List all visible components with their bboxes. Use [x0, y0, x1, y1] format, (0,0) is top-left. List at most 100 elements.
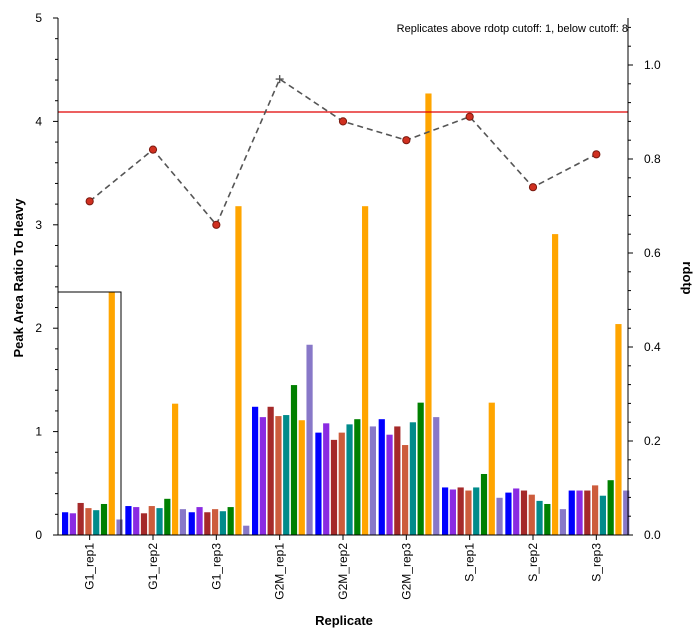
bar: [559, 509, 566, 535]
bar: [219, 511, 226, 535]
bar: [394, 426, 401, 535]
bar: [465, 490, 472, 535]
bar: [204, 512, 211, 535]
bar: [505, 492, 512, 535]
x-tick-label: G2M_rep1: [273, 543, 287, 600]
rdotp-point: [148, 145, 158, 154]
rdotp-point: [402, 136, 411, 145]
bar: [607, 480, 614, 535]
bar: [513, 488, 520, 535]
bar: [480, 473, 488, 535]
bar: [227, 507, 234, 535]
bar: [568, 490, 575, 535]
bar: [125, 506, 132, 535]
bar: [108, 292, 115, 535]
bar: [330, 439, 338, 535]
bar: [323, 423, 330, 535]
bar: [520, 490, 528, 535]
y2-tick-label: 0.0: [644, 528, 661, 542]
bar: [576, 490, 583, 535]
x-tick-label: S_rep2: [526, 543, 540, 582]
bar: [362, 206, 369, 535]
y2-tick-label: 0.2: [644, 434, 661, 448]
bar: [528, 494, 535, 535]
bar: [188, 512, 195, 535]
y2-tick-label: 1.0: [644, 58, 661, 72]
bar: [179, 509, 186, 535]
bar: [338, 432, 345, 535]
bar: [315, 432, 322, 535]
bar: [133, 507, 140, 535]
rdotp-point: [592, 150, 601, 159]
bar: [409, 422, 416, 535]
x-tick-label: G1_rep1: [83, 543, 97, 590]
bar: [425, 93, 432, 535]
rdotp-point: [85, 197, 94, 206]
bar: [290, 385, 298, 535]
bar: [599, 495, 606, 535]
y2-tick-label: 0.6: [644, 246, 661, 260]
rdotp-point: [275, 75, 284, 84]
bar: [298, 420, 305, 535]
bar: [306, 344, 313, 535]
bar: [552, 234, 559, 536]
bar: [243, 525, 250, 535]
x-tick-label: G1_rep2: [146, 543, 160, 590]
x-tick-label: S_rep3: [589, 543, 603, 582]
bar: [433, 417, 440, 535]
y2-axis-title: rdotp: [680, 261, 695, 294]
x-axis-title: Replicate: [315, 613, 373, 628]
rdotp-series: [85, 75, 601, 229]
bar: [584, 490, 591, 535]
bar: [496, 497, 503, 535]
bar: [449, 489, 456, 535]
bar: [417, 402, 424, 535]
bar: [116, 519, 123, 535]
y-tick-label: 5: [35, 11, 42, 25]
bar: [172, 403, 179, 535]
bar: [62, 512, 69, 535]
y2-tick-label: 0.8: [644, 152, 661, 166]
bar: [386, 434, 393, 535]
bar: [544, 503, 551, 535]
bar: [402, 445, 409, 535]
x-tick-label: G1_rep3: [209, 543, 223, 590]
rdotp-point: [338, 117, 348, 126]
bar: [623, 490, 630, 535]
bar: [457, 487, 464, 535]
bars: [62, 93, 630, 536]
bar: [283, 415, 290, 535]
y-tick-label: 1: [35, 425, 42, 439]
bar: [259, 417, 266, 535]
bar: [488, 402, 495, 535]
y-tick-label: 3: [35, 218, 42, 232]
bar: [536, 500, 543, 535]
bar: [252, 406, 259, 535]
x-tick-label: G2M_rep3: [399, 543, 413, 600]
bar: [164, 498, 171, 535]
y-tick-label: 0: [35, 528, 42, 542]
bar: [442, 487, 449, 535]
bar: [156, 508, 163, 535]
bar: [235, 206, 242, 535]
bar: [85, 508, 92, 535]
bar: [346, 424, 353, 535]
y2-tick-label: 0.4: [644, 340, 661, 354]
bar: [354, 419, 361, 535]
bar: [77, 502, 84, 535]
bar: [473, 487, 480, 535]
bar: [378, 419, 385, 535]
annotation: Replicates above rdotp cutoff: 1, below …: [397, 23, 628, 35]
y-tick-label: 4: [35, 114, 42, 128]
bar: [267, 406, 274, 535]
bar: [148, 506, 155, 535]
bar: [615, 324, 622, 535]
y-axis-title: Peak Area Ratio To Heavy: [11, 198, 26, 358]
bar: [212, 509, 219, 535]
bar: [93, 510, 100, 535]
rdotp-point: [528, 183, 538, 192]
rdotp-point: [212, 220, 221, 229]
bar: [369, 426, 376, 535]
bar: [140, 513, 148, 535]
